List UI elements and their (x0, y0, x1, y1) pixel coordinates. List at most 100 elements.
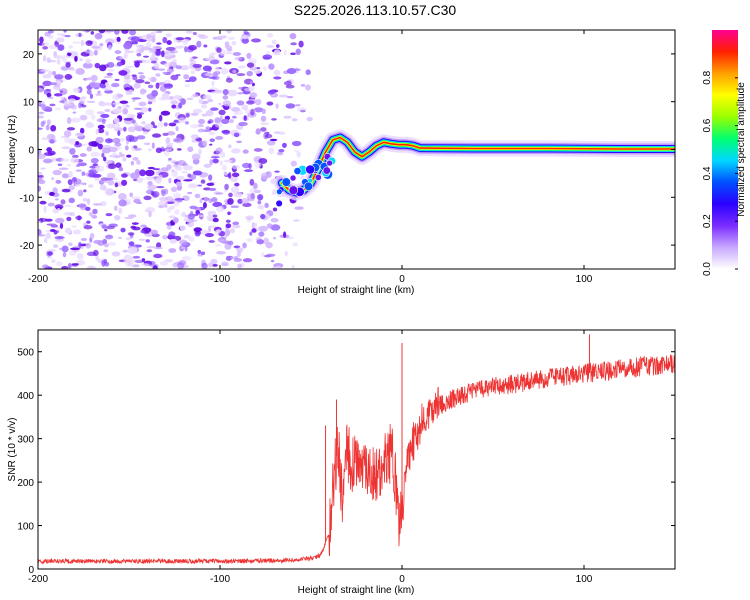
spectrogram-noise-cell (136, 113, 143, 119)
spectrogram-noise-cell (234, 56, 243, 61)
spectrogram-noise-cell (146, 249, 153, 253)
spectrogram-noise-cell (79, 127, 85, 134)
spectrogram-noise-cell (64, 103, 72, 107)
spectrogram-noise-cell (246, 238, 253, 243)
spectrogram-noise-cell (104, 228, 108, 232)
spectrogram-noise-cell (273, 69, 281, 76)
spectrogram-noise-cell (103, 75, 113, 79)
spectrogram-noise-cell (132, 75, 138, 81)
spectrogram-noise-cell (271, 266, 281, 269)
spectrogram-noise-cell (265, 50, 270, 55)
spectrogram-noise-cell (75, 68, 85, 75)
spectrogram-noise-cell (41, 42, 50, 47)
spectrogram-noise-cell (285, 84, 295, 89)
spectrogram-noise-cell (273, 236, 277, 240)
spectrogram-noise-cell (54, 93, 63, 97)
spectrogram-noise-cell (237, 198, 243, 204)
spectrogram-trace-blob (288, 185, 299, 196)
spectrogram-noise-cell (249, 80, 254, 84)
spectrogram-noise-cell (210, 107, 219, 111)
spectrogram-noise-cell (122, 157, 127, 162)
spectrogram-noise-cell (128, 214, 137, 218)
colorbar-tick-label: 0.4 (702, 166, 713, 180)
spectrogram-noise-cell (232, 224, 241, 229)
snr-panel: -200 -100 0 100 0 100 200 300 400 500 Height of … (7, 329, 676, 596)
spectrogram-noise-cell (198, 34, 209, 40)
spectrogram-noise-cell (195, 230, 202, 235)
spectrogram-noise-cell (83, 225, 93, 230)
spectrogram-trace-blob (305, 164, 316, 175)
spectrogram-noise-cell (114, 50, 122, 54)
spectrogram-noise-cell (175, 181, 182, 187)
spectrogram-noise-cell (113, 215, 121, 221)
spectrogram-noise-cell (186, 97, 194, 101)
spectrogram-noise-cell (189, 205, 198, 210)
spectrogram-noise-cell (89, 50, 94, 57)
spectrogram-noise-cell (300, 175, 304, 180)
spectrogram-noise-cell (197, 128, 205, 133)
spectrogram-noise-cell (106, 72, 113, 76)
spectrogram-noise-cell (215, 66, 220, 74)
spectrogram-noise-cell (70, 157, 79, 164)
spectrogram-noise-cell (119, 151, 123, 156)
spectrogram-noise-cell (56, 58, 61, 65)
spectrogram-noise-cell (68, 197, 75, 204)
spectrogram-noise-cell (275, 103, 279, 109)
spectrogram-noise-cell (126, 154, 132, 158)
spectrogram-noise-cell (135, 79, 145, 84)
spectrogram-noise-cell (57, 163, 63, 167)
spectrogram-noise-cell (300, 84, 306, 87)
spectrogram-noise-cell (224, 61, 232, 65)
spectrogram-noise-cell (68, 98, 76, 102)
spectrogram-noise-cell (124, 145, 129, 151)
spectrogram-noise-cell (184, 79, 192, 83)
spectrogram-noise-cell (249, 178, 255, 186)
spectrogram-noise-cell (125, 92, 133, 95)
spectrogram-noise-cell (254, 161, 262, 169)
spectrogram-noise-cell (72, 41, 82, 44)
spectrogram-noise-cell (67, 229, 72, 234)
spectrogram-noise-cell (89, 165, 96, 169)
spectrogram-noise-cell (121, 179, 128, 186)
spectrogram-noise-cell (241, 104, 249, 111)
spectrogram-noise-cell (133, 122, 138, 129)
spectrogram-noise-cell (194, 193, 201, 199)
spectrogram-noise-cell (260, 172, 270, 180)
spectrogram-noise-cell (267, 90, 276, 95)
spectrogram-noise-cell (128, 241, 135, 247)
spectrogram-noise-cell (262, 66, 267, 71)
spectrogram-noise-cell (265, 241, 273, 249)
spectrogram-noise-cell (246, 70, 254, 77)
spectrogram-noise-cell (184, 214, 188, 218)
spectrogram-noise-cell (251, 228, 257, 233)
spectrogram-noise-cell (215, 147, 223, 154)
spectrogram-noise-cell (291, 140, 302, 147)
spectrogram-noise-cell (141, 59, 151, 64)
spectrogram-noise-cell (195, 210, 201, 215)
spectrogram-noise-cell (54, 107, 61, 111)
spectrogram-noise-cell (90, 74, 98, 82)
spectrogram-noise-cell (86, 220, 91, 224)
spectrogram-noise-cell (46, 92, 52, 98)
spectrogram-noise-cell (162, 234, 168, 240)
spectrogram-noise-cell (192, 170, 203, 176)
spectrogram-noise-cell (119, 137, 126, 142)
spectrogram-noise-cell (190, 69, 196, 75)
spectrogram-noise-cell (152, 168, 161, 171)
spectrogram-noise-cell (85, 58, 92, 65)
spectrogram-noise-cell (209, 143, 213, 146)
spectrogram-noise-cell (256, 239, 265, 245)
spectrogram-noise-cell (78, 32, 82, 38)
spectrogram-noise-cell (70, 225, 78, 228)
spectrogram-noise-cell (211, 80, 215, 87)
spectrogram-noise-cell (229, 175, 238, 183)
spectrogram-noise-cell (129, 192, 133, 198)
spectrogram-noise-cell (90, 151, 101, 157)
snr-x-tick-label: 100 (576, 574, 593, 585)
spectrogram-noise-cell (225, 219, 231, 223)
spectrogram-noise-cell (40, 167, 46, 170)
spectrogram-noise-cell (246, 193, 256, 201)
spectrogram-noise-cell (168, 215, 176, 219)
snr-y-tick-label: 300 (17, 435, 34, 446)
